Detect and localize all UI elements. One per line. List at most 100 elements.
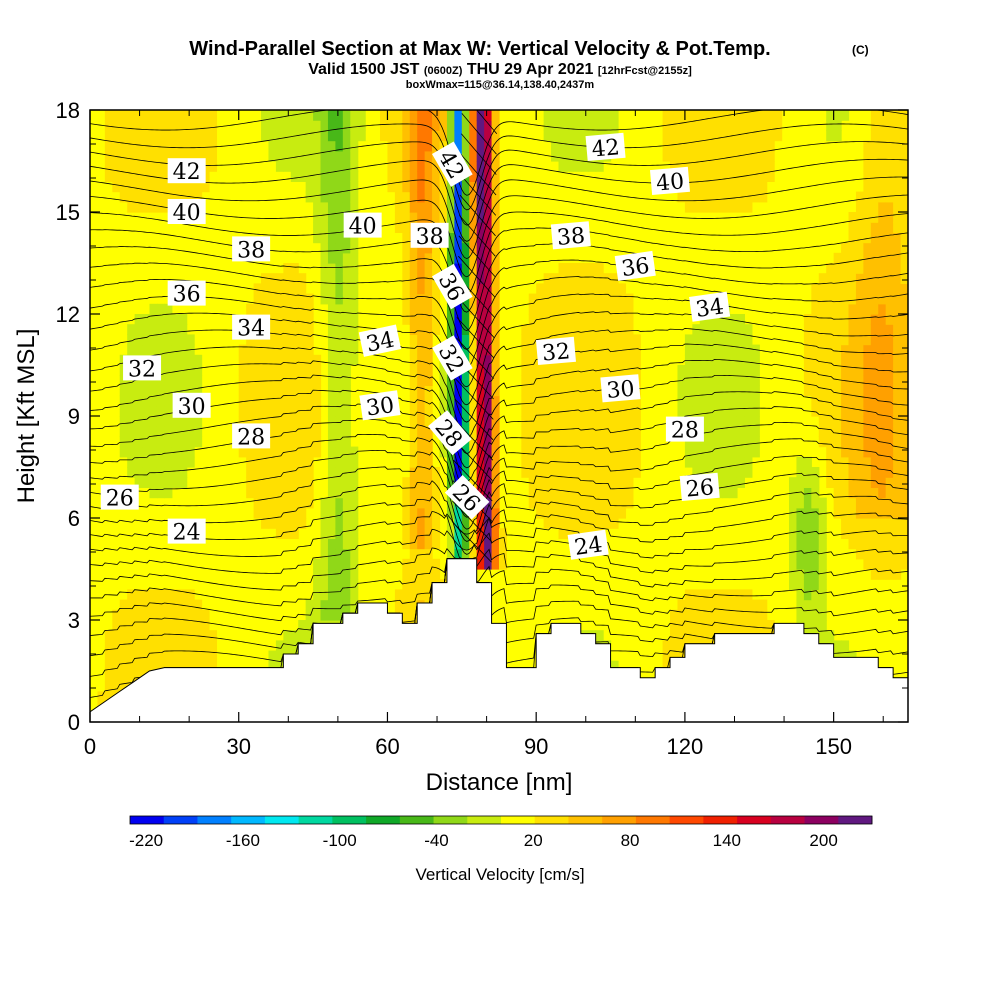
colorbar-frame bbox=[129, 815, 873, 825]
x-tick-label: 60 bbox=[375, 734, 399, 759]
contour-label-3: 36 bbox=[167, 280, 206, 308]
contour-label-0: 42 bbox=[167, 158, 206, 185]
contour-label-text: 30 bbox=[178, 395, 206, 420]
y-tick-label: 18 bbox=[56, 98, 80, 123]
colorbar-swatch bbox=[838, 816, 873, 824]
chart-subtitle-2: boxWmax=115@36.14,138.40,2437m bbox=[406, 79, 595, 91]
contour-label-text: 40 bbox=[655, 169, 685, 196]
contour-label-text: 28 bbox=[671, 419, 699, 444]
x-tick-label: 90 bbox=[524, 734, 548, 759]
contour-label-10: 40 bbox=[343, 212, 382, 240]
contour-label-text: 30 bbox=[606, 377, 636, 404]
colorbar-swatch bbox=[298, 816, 333, 824]
contour-label-text: 26 bbox=[685, 475, 715, 502]
contour-label-28: 24 bbox=[567, 529, 609, 561]
contour-label-13: 30 bbox=[359, 390, 401, 422]
x-axis-label: Distance [nm] bbox=[426, 769, 573, 796]
colorbar-tick-label: -40 bbox=[424, 831, 449, 850]
colorbar-swatch bbox=[737, 816, 772, 824]
contour-label-6: 30 bbox=[172, 392, 211, 420]
contour-label-text: 24 bbox=[173, 521, 201, 546]
colorbar-swatch bbox=[501, 816, 536, 824]
colorbar-swatch bbox=[602, 816, 637, 824]
x-tick-label: 150 bbox=[815, 734, 852, 759]
colorbar-tick-label: -220 bbox=[129, 831, 163, 850]
contour-label-text: 26 bbox=[106, 487, 134, 512]
contour-label-4: 34 bbox=[232, 314, 271, 342]
y-axis-label: Height [Kft MSL] bbox=[13, 329, 40, 504]
contour-label-21: 38 bbox=[550, 221, 591, 251]
contour-label-text: 30 bbox=[365, 393, 396, 422]
potential-temperature-contours bbox=[90, 110, 908, 698]
contour-label-8: 26 bbox=[100, 484, 139, 512]
contour-label-22: 36 bbox=[614, 250, 656, 283]
colorbar-swatch bbox=[197, 816, 232, 824]
colorbar-swatch bbox=[399, 816, 434, 824]
contour-label-12: 34 bbox=[358, 324, 402, 358]
contour-label-text: 42 bbox=[591, 135, 621, 162]
subtitle-utc: (0600Z) bbox=[424, 65, 463, 77]
colorbar-swatch bbox=[467, 816, 502, 824]
colorbar-swatch bbox=[366, 816, 401, 824]
x-tick-label: 0 bbox=[84, 734, 96, 759]
contour-label-text: 38 bbox=[237, 238, 265, 263]
contour-label-1: 40 bbox=[167, 199, 206, 226]
contour-label-text: 34 bbox=[694, 294, 725, 323]
contour-label-5: 32 bbox=[123, 355, 162, 382]
colorbar-label: Vertical Velocity [cm/s] bbox=[415, 865, 584, 884]
contour-label-25: 30 bbox=[600, 374, 641, 404]
colorbar-swatch bbox=[130, 816, 165, 824]
contour-label-text: 34 bbox=[237, 317, 265, 342]
contour-label-23: 34 bbox=[689, 291, 731, 323]
colorbar-swatch bbox=[433, 816, 468, 824]
colorbar: -220 -160 -100 -40 20 80 140 200 bbox=[129, 815, 873, 850]
contour-label-text: 28 bbox=[237, 425, 265, 450]
title-mark: (C) bbox=[852, 43, 869, 57]
contour-label-9: 24 bbox=[167, 518, 206, 546]
contour-label-text: 34 bbox=[364, 328, 397, 358]
colorbar-tick-label: 80 bbox=[621, 831, 640, 850]
colorbar-swatch bbox=[770, 816, 805, 824]
colorbar-tick-label: -100 bbox=[323, 831, 357, 850]
contour-label-text: 36 bbox=[173, 283, 201, 308]
colorbar-tick-label: -160 bbox=[226, 831, 260, 850]
contour-label-2: 38 bbox=[232, 236, 271, 263]
colorbar-tick-label: 140 bbox=[713, 831, 741, 850]
contour-label-text: 24 bbox=[573, 532, 604, 561]
subtitle-forecast: [12hrFcst@2155z] bbox=[598, 65, 692, 77]
y-tick-label: 12 bbox=[56, 302, 80, 327]
contour-label-20: 40 bbox=[649, 166, 691, 197]
subtitle-date: THU 29 Apr 2021 bbox=[467, 61, 594, 78]
x-tick-label: 120 bbox=[667, 734, 704, 759]
colorbar-swatch bbox=[635, 816, 671, 824]
colorbar-swatch bbox=[163, 816, 198, 824]
contour-label-text: 40 bbox=[173, 201, 201, 226]
y-tick-label: 3 bbox=[68, 608, 80, 633]
x-axis: 0 30 60 90 120 150 bbox=[84, 110, 884, 759]
contour-label-text: 36 bbox=[620, 254, 651, 283]
contour-label-27: 26 bbox=[679, 472, 720, 503]
contour-label-7: 28 bbox=[232, 423, 271, 450]
contour-label-26: 28 bbox=[665, 416, 704, 444]
x-tick-label: 30 bbox=[226, 734, 250, 759]
contour-label-text: 38 bbox=[556, 224, 586, 251]
contour-label-19: 42 bbox=[585, 132, 626, 163]
colorbar-tick-label: 20 bbox=[524, 831, 543, 850]
chart-title: Wind-Parallel Section at Max W: Vertical… bbox=[189, 38, 770, 60]
contour-label-text: 32 bbox=[128, 357, 156, 382]
y-tick-label: 9 bbox=[68, 404, 80, 429]
y-tick-label: 0 bbox=[68, 710, 80, 735]
terrain bbox=[90, 558, 908, 722]
colorbar-tick-label: 200 bbox=[809, 831, 837, 850]
contour-label-text: 38 bbox=[416, 225, 444, 250]
contour-label-text: 32 bbox=[541, 339, 571, 366]
colorbar-swatch bbox=[534, 816, 569, 824]
colorbar-swatch bbox=[804, 816, 839, 824]
colorbar-swatch bbox=[231, 816, 266, 824]
contour-label-11: 38 bbox=[410, 222, 449, 250]
colorbar-swatch bbox=[703, 816, 738, 824]
contour-label-text: 40 bbox=[349, 215, 377, 240]
colorbar-swatch bbox=[332, 816, 367, 824]
